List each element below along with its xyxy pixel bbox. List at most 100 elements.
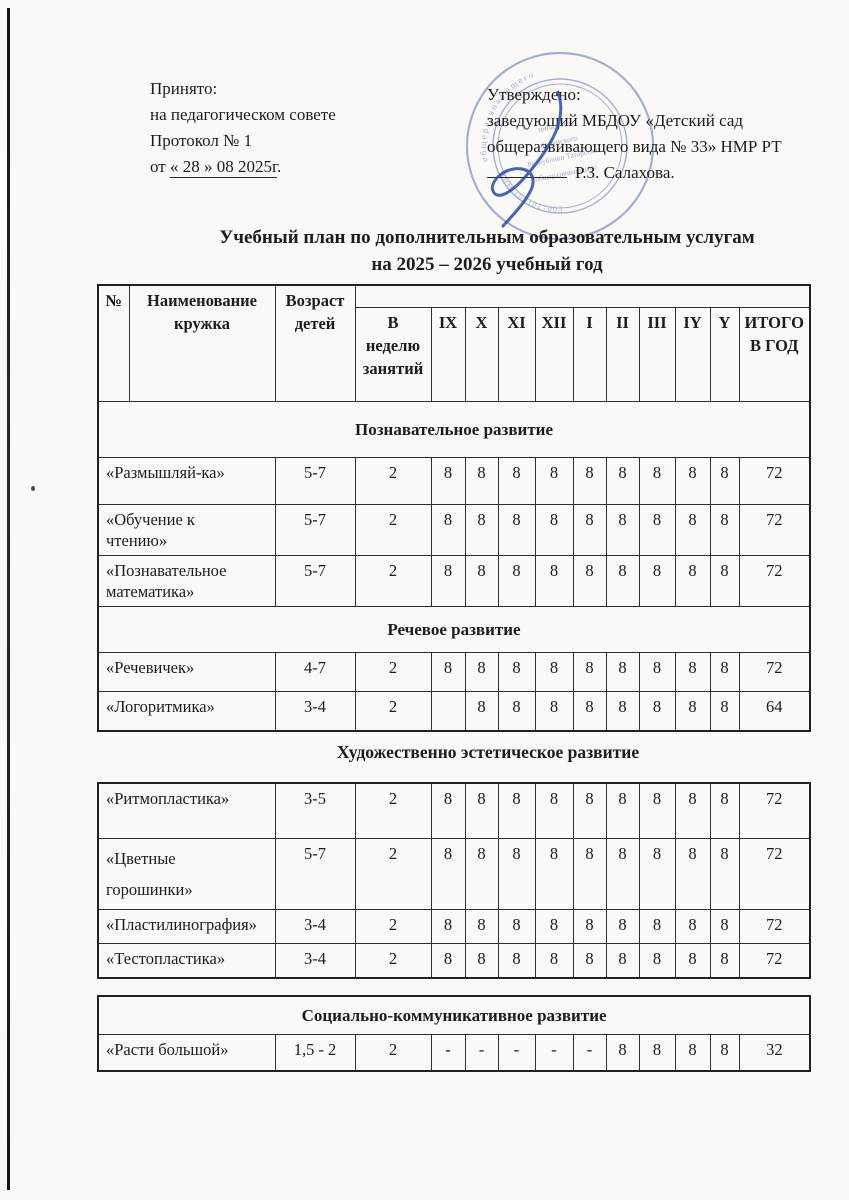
month-cell: 8 bbox=[572, 651, 607, 692]
col-header-number: № bbox=[97, 284, 130, 402]
month-cell: 8 bbox=[464, 503, 499, 556]
header-row-sub: В неделю занятий IX X XI XII I II III IY… bbox=[98, 306, 811, 402]
month-cell: 8 bbox=[674, 942, 711, 979]
total-cell: 72 bbox=[738, 651, 811, 692]
accepted-line-3: Протокол № 1 bbox=[150, 131, 253, 150]
date-prefix: от bbox=[150, 157, 170, 176]
month-cell: 8 bbox=[572, 782, 607, 839]
course-name-cell: «Речевичек» bbox=[97, 651, 276, 692]
per-week-cell: 2 bbox=[354, 1033, 432, 1072]
title-line-2: на 2025 – 2026 учебный год bbox=[371, 254, 603, 275]
month-cell: 8 bbox=[430, 503, 466, 556]
per-week-cell: 2 bbox=[354, 690, 432, 732]
month-cell: 8 bbox=[709, 782, 740, 839]
month-cell: 8 bbox=[709, 554, 740, 607]
document-title: Учебный план по дополнительным образоват… bbox=[97, 224, 809, 278]
course-row: «Обучение к чтению» 5-7 2 8 8 8 8 8 8 8 8 8 72 bbox=[97, 503, 811, 556]
month-cell: 8 bbox=[638, 837, 676, 910]
month-cell: 8 bbox=[534, 503, 574, 556]
month-cell: 8 bbox=[430, 908, 466, 944]
approved-line-1: Утверждено: bbox=[487, 85, 581, 104]
age-cell: 5-7 bbox=[274, 503, 356, 556]
approved-line-2: заведующий МБДОУ «Детский сад bbox=[487, 111, 744, 130]
month-cell: 8 bbox=[572, 837, 607, 910]
course-row: «Ритмопластика» 3-5 2 8 8 8 8 8 8 8 8 8 72 bbox=[97, 782, 811, 839]
col-header-month-i: I bbox=[572, 306, 607, 402]
month-cell: 8 bbox=[638, 554, 676, 607]
accepted-line-2: на педагогическом совете bbox=[150, 105, 336, 124]
col-header-month-y: Y bbox=[709, 306, 740, 402]
month-cell: 8 bbox=[534, 908, 574, 944]
month-cell: 8 bbox=[464, 456, 499, 505]
month-cell bbox=[430, 690, 466, 732]
month-cell: 8 bbox=[605, 782, 640, 839]
per-week-cell: 2 bbox=[354, 782, 432, 839]
month-cell: 8 bbox=[709, 837, 740, 910]
month-cell: 8 bbox=[638, 908, 676, 944]
month-cell: 8 bbox=[497, 908, 536, 944]
month-cell: 8 bbox=[430, 456, 466, 505]
month-cell: 8 bbox=[497, 782, 536, 839]
month-cell: 8 bbox=[497, 690, 536, 732]
month-cell: 8 bbox=[464, 554, 499, 607]
approved-block: Утверждено: заведующий МБДОУ «Детский са… bbox=[487, 82, 782, 186]
course-row: «Логоритмика» 3-4 2 8 8 8 8 8 8 8 8 64 bbox=[97, 690, 811, 732]
course-row: «Речевичек» 4-7 2 8 8 8 8 8 8 8 8 8 72 bbox=[97, 651, 811, 692]
month-cell: 8 bbox=[534, 837, 574, 910]
course-row: «Размышляй-ка» 5-7 2 8 8 8 8 8 8 8 8 8 72 bbox=[97, 456, 811, 505]
course-name-cell: «Размышляй-ка» bbox=[97, 456, 276, 505]
per-week-cell: 2 bbox=[354, 651, 432, 692]
month-cell: 8 bbox=[605, 503, 640, 556]
per-week-cell: 2 bbox=[354, 554, 432, 607]
total-cell: 32 bbox=[738, 1033, 811, 1072]
course-row: «Тестопластика» 3-4 2 8 8 8 8 8 8 8 8 8 72 bbox=[97, 942, 811, 979]
course-name-cell: «Обучение к чтению» bbox=[97, 503, 276, 556]
per-week-cell: 2 bbox=[354, 908, 432, 944]
col-header-age: Возраст детей bbox=[274, 284, 356, 402]
total-cell: 64 bbox=[738, 690, 811, 732]
month-cell: 8 bbox=[709, 456, 740, 505]
accepted-block: Принято: на педагогическом совете Проток… bbox=[150, 76, 336, 180]
month-cell: 8 bbox=[674, 908, 711, 944]
month-cell: - bbox=[534, 1033, 574, 1072]
age-cell: 3-4 bbox=[274, 690, 356, 732]
section-title: Социально-коммуникативное развитие bbox=[97, 995, 811, 1035]
month-cell: 8 bbox=[674, 554, 711, 607]
month-cell: 8 bbox=[497, 554, 536, 607]
month-cell: 8 bbox=[638, 651, 676, 692]
total-cell: 72 bbox=[738, 554, 811, 607]
section-row: Познавательное развитие bbox=[97, 400, 811, 458]
month-cell: 8 bbox=[497, 837, 536, 910]
section-title: Речевое развитие bbox=[97, 605, 811, 653]
total-cell: 72 bbox=[738, 837, 811, 910]
age-cell: 5-7 bbox=[274, 837, 356, 910]
month-cell: 8 bbox=[572, 456, 607, 505]
scan-speck bbox=[31, 486, 35, 491]
month-cell: 8 bbox=[638, 503, 676, 556]
month-cell: 8 bbox=[572, 908, 607, 944]
age-cell: 5-7 bbox=[274, 456, 356, 505]
month-cell: 8 bbox=[534, 651, 574, 692]
month-cell: - bbox=[572, 1033, 607, 1072]
accepted-line-1: Принято: bbox=[150, 79, 218, 98]
total-cell: 72 bbox=[738, 503, 811, 556]
month-cell: 8 bbox=[605, 554, 640, 607]
course-name-cell: «Расти большой» bbox=[97, 1033, 276, 1072]
month-cell: 8 bbox=[674, 1033, 711, 1072]
month-cell: 8 bbox=[430, 554, 466, 607]
course-row: «Пластилинография» 3-4 2 8 8 8 8 8 8 8 8 8 72 bbox=[97, 908, 811, 944]
per-week-cell: 2 bbox=[354, 942, 432, 979]
total-cell: 72 bbox=[738, 782, 811, 839]
col-header-per-week: В неделю занятий bbox=[354, 306, 432, 402]
month-cell: 8 bbox=[497, 651, 536, 692]
curriculum-table-art: «Ритмопластика» 3-5 2 8 8 8 8 8 8 8 8 8 72 «Цветные г… bbox=[97, 782, 812, 979]
total-cell: 72 bbox=[738, 908, 811, 944]
col-header-month-iy: IY bbox=[674, 306, 711, 402]
total-cell: 72 bbox=[738, 942, 811, 979]
month-cell: 8 bbox=[605, 908, 640, 944]
section-heading-art-aesthetic: Художественно эстетическое развитие bbox=[336, 742, 640, 762]
month-cell: 8 bbox=[709, 690, 740, 732]
month-cell: 8 bbox=[605, 690, 640, 732]
age-cell: 4-7 bbox=[274, 651, 356, 692]
month-cell: - bbox=[430, 1033, 466, 1072]
